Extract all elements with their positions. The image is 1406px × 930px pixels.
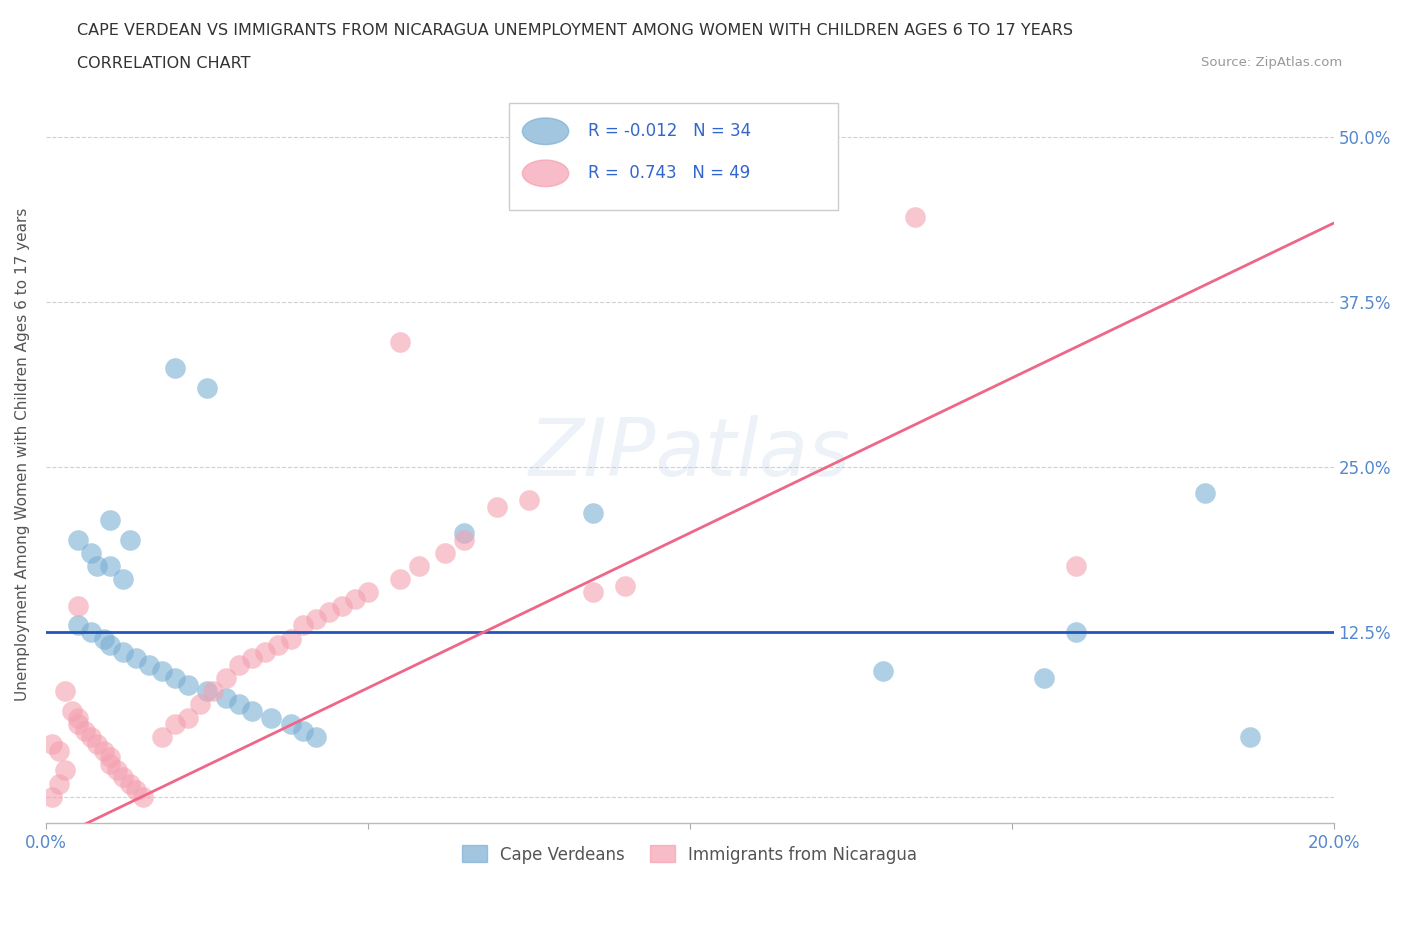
Point [98, 750, 121, 764]
Text: R =  0.743   N = 49: R = 0.743 N = 49 [588, 165, 751, 182]
Point [1064, 625, 1087, 640]
Point [80, 545, 103, 560]
Point [215, 690, 238, 705]
Point [582, 585, 605, 600]
Text: CORRELATION CHART: CORRELATION CHART [77, 56, 250, 71]
Point [98, 756, 121, 771]
Point [408, 559, 430, 574]
Point [330, 598, 353, 613]
Point [614, 578, 637, 593]
FancyBboxPatch shape [509, 103, 838, 210]
Point [67, 711, 90, 725]
Point [1064, 559, 1087, 574]
Point [253, 644, 276, 659]
Point [67, 598, 90, 613]
Text: ZIPatlas: ZIPatlas [529, 415, 851, 493]
Point [112, 572, 135, 587]
Y-axis label: Unemployment Among Women with Children Ages 6 to 17 years: Unemployment Among Women with Children A… [15, 207, 30, 700]
Point [98, 512, 121, 527]
Point [176, 711, 198, 725]
Point [485, 499, 508, 514]
Point [318, 604, 340, 619]
Point [86, 559, 108, 574]
Point [453, 525, 475, 540]
Point [190, 697, 212, 711]
Point [292, 618, 315, 632]
Point [163, 671, 186, 685]
Point [67, 717, 90, 732]
Point [517, 493, 540, 508]
Point [93, 743, 115, 758]
Point [1239, 730, 1261, 745]
Point [240, 651, 263, 666]
Point [105, 763, 128, 777]
Point [195, 380, 218, 395]
Point [228, 697, 250, 711]
Point [202, 684, 225, 698]
Point [125, 651, 148, 666]
Point [48, 777, 70, 791]
Point [112, 769, 135, 784]
Point [98, 559, 121, 574]
Point [80, 625, 103, 640]
Point [582, 506, 605, 521]
Point [53, 763, 76, 777]
Point [125, 783, 148, 798]
Point [67, 618, 90, 632]
Point [267, 638, 290, 653]
Text: R = -0.012   N = 34: R = -0.012 N = 34 [588, 122, 751, 140]
Point [112, 644, 135, 659]
Point [131, 790, 153, 804]
Point [305, 611, 328, 626]
Point [280, 717, 302, 732]
Point [389, 572, 412, 587]
Point [93, 631, 115, 646]
Point [60, 704, 83, 719]
Circle shape [523, 160, 568, 187]
Point [80, 730, 103, 745]
Point [260, 711, 283, 725]
Point [240, 704, 263, 719]
Point [163, 361, 186, 376]
Point [904, 209, 927, 224]
Point [73, 724, 96, 738]
Point [292, 724, 315, 738]
Point [1032, 671, 1054, 685]
Text: CAPE VERDEAN VS IMMIGRANTS FROM NICARAGUA UNEMPLOYMENT AMONG WOMEN WITH CHILDREN: CAPE VERDEAN VS IMMIGRANTS FROM NICARAGU… [77, 23, 1073, 38]
Point [118, 777, 141, 791]
Point [67, 532, 90, 547]
Point [41, 790, 63, 804]
Point [228, 658, 250, 672]
Point [138, 658, 160, 672]
Point [357, 585, 380, 600]
Point [434, 545, 457, 560]
Point [118, 532, 141, 547]
Text: Source: ZipAtlas.com: Source: ZipAtlas.com [1202, 56, 1343, 69]
Point [215, 671, 238, 685]
Point [150, 730, 173, 745]
Point [343, 591, 366, 606]
Legend: Cape Verdeans, Immigrants from Nicaragua: Cape Verdeans, Immigrants from Nicaragua [456, 839, 924, 870]
Point [305, 730, 328, 745]
Point [176, 677, 198, 692]
Circle shape [523, 118, 568, 144]
Point [41, 737, 63, 751]
Point [280, 631, 302, 646]
Point [195, 684, 218, 698]
Point [1194, 486, 1216, 501]
Point [48, 743, 70, 758]
Point [872, 664, 894, 679]
Point [98, 638, 121, 653]
Point [86, 737, 108, 751]
Point [163, 717, 186, 732]
Point [453, 532, 475, 547]
Point [53, 684, 76, 698]
Point [150, 664, 173, 679]
Point [389, 335, 412, 350]
